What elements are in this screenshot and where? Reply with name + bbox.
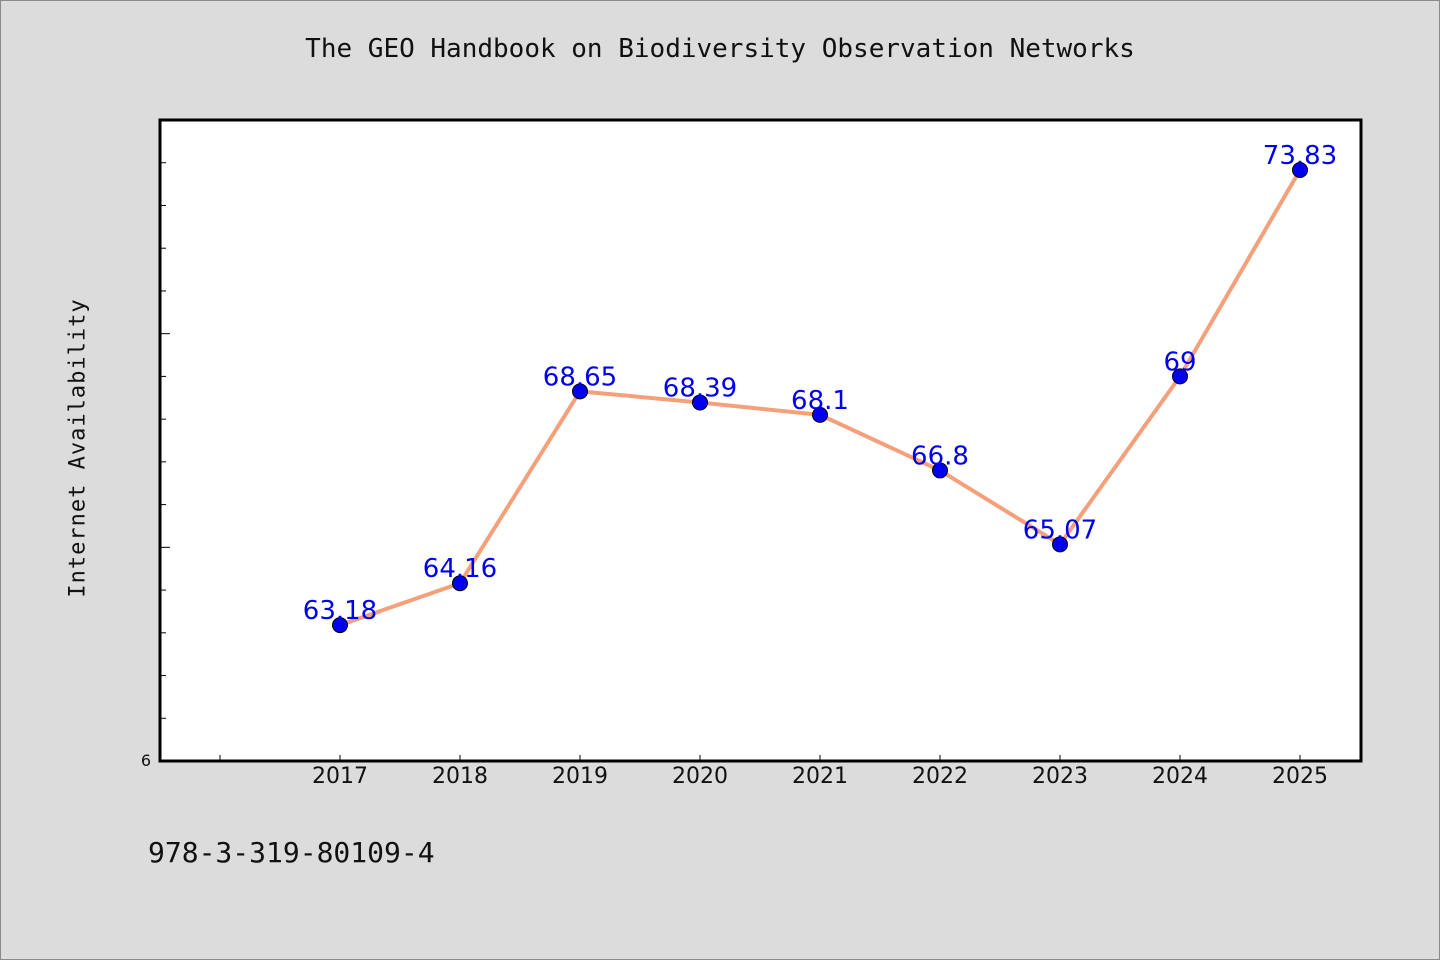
x-tick-label: 2018 <box>432 764 488 789</box>
x-axis-ticks <box>219 755 1301 761</box>
x-axis-tick-labels: 2017 2018 2019 2020 2021 2022 2023 2024 2025 <box>312 764 1328 789</box>
data-point-label: 64.16 <box>423 554 497 584</box>
data-point-marker <box>812 406 828 423</box>
isbn-text: 978-3-319-80109-4 <box>148 836 435 869</box>
data-point-marker <box>332 617 348 634</box>
data-point-marker <box>1292 161 1308 178</box>
data-point-marker <box>1052 536 1068 553</box>
x-tick-label: 2025 <box>1272 764 1328 789</box>
x-tick-label: 2019 <box>552 764 608 789</box>
y-axis-ticks <box>160 162 170 719</box>
x-tick-label: 2022 <box>912 764 968 789</box>
data-point-marker <box>1172 368 1188 385</box>
data-point-label: 68.39 <box>663 373 737 403</box>
data-point-label: 73.83 <box>1263 141 1337 171</box>
x-tick-label: 2021 <box>792 764 848 789</box>
x-tick-label: 2023 <box>1032 764 1088 789</box>
x-tick-label: 2024 <box>1152 764 1208 789</box>
y-axis-min-label: 6 <box>141 751 151 770</box>
data-point-label: 66.8 <box>911 441 969 471</box>
data-point-label: 68.65 <box>543 362 617 392</box>
data-point-marker <box>692 394 708 411</box>
data-point-marker <box>932 462 948 479</box>
data-point-marker <box>452 575 468 592</box>
data-point-label: 65.07 <box>1023 515 1097 545</box>
series-markers <box>332 161 1308 634</box>
series-data-labels: 63.18 64.16 68.65 68.39 68.1 66.8 65.07 69 73.83 <box>303 141 1337 626</box>
x-tick-label: 2017 <box>312 764 368 789</box>
chart-title: The GEO Handbook on Biodiversity Observa… <box>305 34 1135 64</box>
plot-area <box>158 118 1363 763</box>
data-point-label: 69 <box>1163 347 1196 377</box>
data-point-marker <box>572 383 588 400</box>
data-point-label: 68.1 <box>791 386 849 416</box>
data-point-label: 63.18 <box>303 596 377 626</box>
x-tick-label: 2020 <box>672 764 728 789</box>
